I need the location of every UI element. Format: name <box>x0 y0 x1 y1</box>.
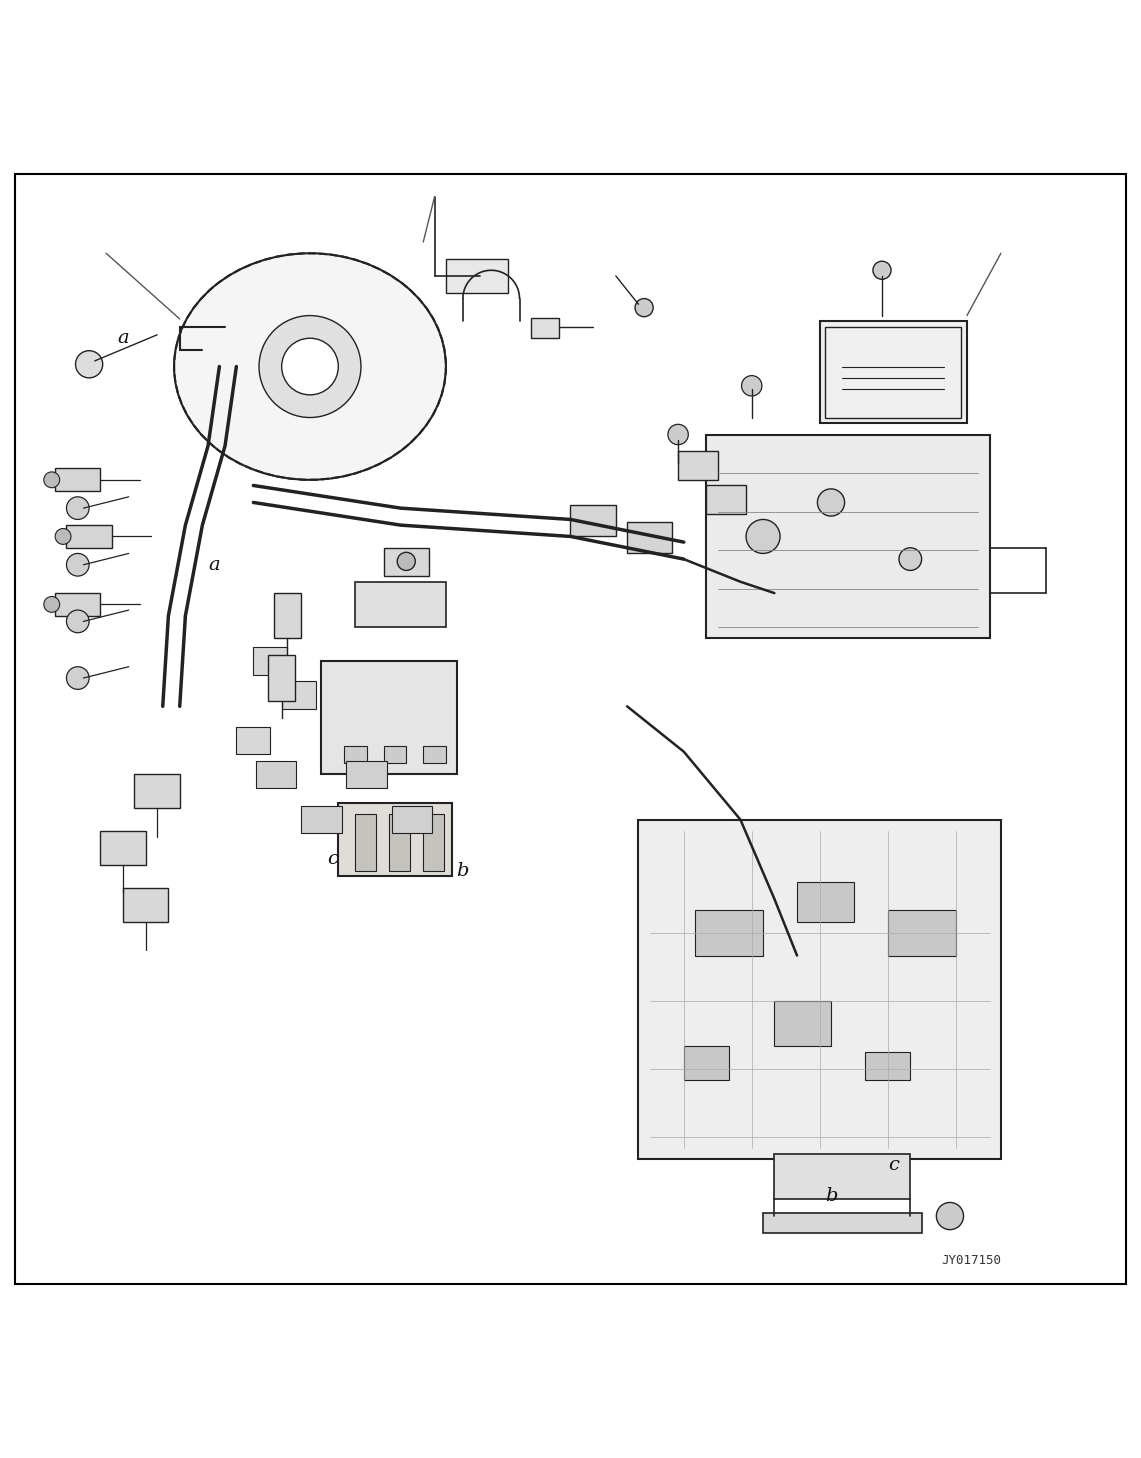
Bar <box>282 681 316 709</box>
Bar <box>123 888 169 921</box>
Bar <box>819 321 966 423</box>
Text: JY017150: JY017150 <box>941 1254 1001 1267</box>
Bar <box>346 761 387 787</box>
Bar <box>389 814 410 870</box>
Bar <box>66 525 112 548</box>
Bar <box>100 831 146 865</box>
Circle shape <box>397 553 415 570</box>
Bar <box>55 468 100 491</box>
Bar <box>446 260 508 293</box>
Bar <box>888 910 956 955</box>
Bar <box>423 746 446 763</box>
Text: c: c <box>888 1156 899 1174</box>
Circle shape <box>667 424 688 445</box>
Circle shape <box>746 519 780 554</box>
Bar <box>628 522 672 554</box>
Bar <box>322 660 458 774</box>
Bar <box>268 656 296 701</box>
Bar <box>236 726 270 754</box>
Ellipse shape <box>175 254 446 480</box>
Circle shape <box>899 548 922 570</box>
Bar <box>825 327 961 417</box>
Text: b: b <box>825 1187 837 1204</box>
Bar <box>531 318 559 338</box>
Bar <box>775 1153 911 1198</box>
Circle shape <box>66 666 89 690</box>
Bar <box>706 486 746 513</box>
Circle shape <box>43 472 59 488</box>
Bar <box>775 1000 831 1047</box>
Circle shape <box>742 376 762 397</box>
Circle shape <box>75 351 103 378</box>
Circle shape <box>636 299 653 316</box>
Circle shape <box>817 488 844 516</box>
Circle shape <box>43 596 59 612</box>
Text: c: c <box>327 850 338 869</box>
Circle shape <box>873 261 891 280</box>
Bar <box>55 593 100 615</box>
Bar <box>274 593 301 639</box>
Bar <box>763 1213 922 1233</box>
Circle shape <box>259 315 361 417</box>
Bar <box>253 647 288 675</box>
Text: a: a <box>208 555 219 574</box>
Bar <box>423 814 444 870</box>
Bar <box>391 806 432 833</box>
Text: a: a <box>118 330 129 347</box>
Bar <box>706 434 989 639</box>
Bar <box>383 746 406 763</box>
Bar <box>865 1051 911 1080</box>
Bar <box>383 548 429 576</box>
Bar <box>678 452 718 480</box>
Text: b: b <box>456 862 469 879</box>
Bar <box>135 774 180 808</box>
Bar <box>355 814 375 870</box>
Bar <box>683 1047 729 1080</box>
Bar <box>343 746 366 763</box>
Bar <box>798 882 853 921</box>
Circle shape <box>66 609 89 633</box>
Bar <box>639 819 1001 1159</box>
Circle shape <box>66 497 89 519</box>
Bar <box>256 761 297 787</box>
Circle shape <box>937 1203 963 1229</box>
Circle shape <box>66 554 89 576</box>
Bar <box>570 504 616 537</box>
Bar <box>355 582 446 627</box>
Bar <box>695 910 763 955</box>
Circle shape <box>55 528 71 544</box>
Bar <box>301 806 341 833</box>
Bar <box>338 802 452 876</box>
Circle shape <box>282 338 338 395</box>
